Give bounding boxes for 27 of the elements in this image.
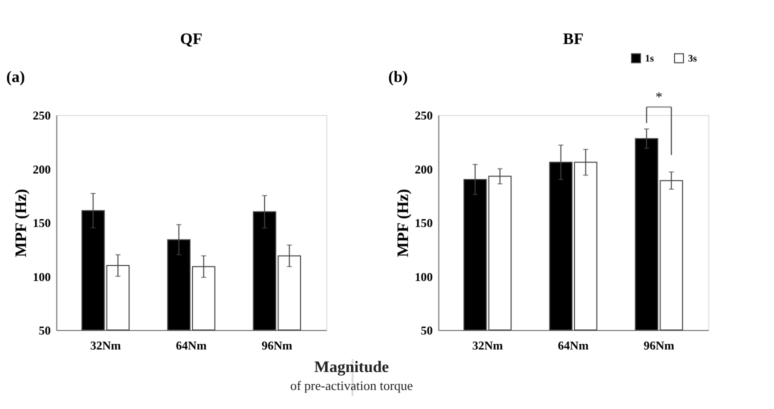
y-tick-label: 50 (38, 324, 51, 338)
y-axis-title: MPF (Hz) (12, 188, 30, 258)
y-tick-label: 150 (32, 216, 51, 230)
y-tick-label: 200 (414, 162, 433, 176)
y-tick-label: 250 (414, 108, 433, 122)
y-tick-label: 150 (414, 216, 433, 230)
x-tick-label: 32Nm (90, 338, 121, 352)
y-tick-label: 100 (32, 270, 51, 284)
y-tick-label: 50 (420, 324, 433, 338)
y-axis-title: MPF (Hz) (394, 188, 412, 258)
text: of pre-activation torque (290, 378, 414, 393)
x-tick-label: 96Nm (644, 338, 674, 352)
legend-label: 3s (688, 53, 697, 64)
y-tick-label: 200 (32, 162, 51, 176)
chart-title: BF (563, 31, 584, 48)
x-tick-label: 96Nm (262, 338, 292, 352)
text: (b) (388, 69, 408, 86)
annotation: * (655, 90, 662, 106)
x-tick-label: 64Nm (176, 338, 207, 352)
x-tick-label: 32Nm (472, 338, 503, 352)
y-tick-label: 250 (32, 108, 51, 122)
legend-label: 1s (645, 53, 654, 64)
text: (a) (6, 69, 25, 86)
chart-title: QF (180, 31, 203, 48)
text: Magnitude (314, 359, 389, 376)
y-tick-label: 100 (414, 270, 433, 284)
x-tick-label: 64Nm (558, 338, 589, 352)
